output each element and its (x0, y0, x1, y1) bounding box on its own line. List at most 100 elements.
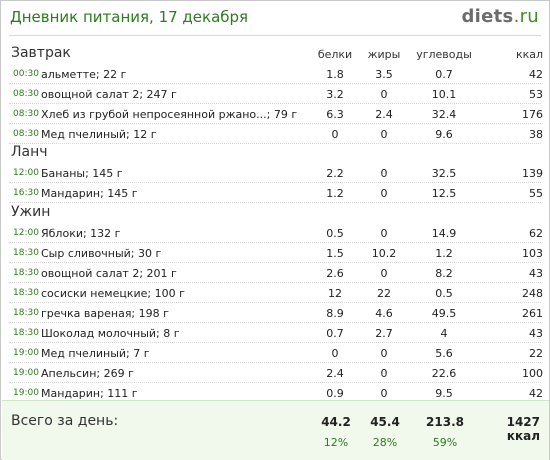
value-fat: 10.2 (371, 247, 397, 260)
value-kcal: 42 (529, 68, 543, 81)
value-kcal: 248 (522, 287, 543, 300)
section-title: Ланч (11, 144, 48, 160)
meal-time: 08:30 (13, 89, 39, 99)
logo-tld: .ru (513, 6, 539, 27)
food-name[interactable]: Мандарин; 145 г (41, 187, 138, 200)
food-name[interactable]: Мандарин; 111 г (41, 387, 138, 400)
food-row[interactable]: 19:00 Мед пчелиный; 7 г 0 0 5.6 22 (9, 344, 543, 363)
value-kcal: 139 (522, 167, 543, 180)
food-row[interactable]: 18:30 сосиски немецкие; 100 г 12 22 0.5 248 (9, 284, 543, 303)
value-carbs: 9.5 (435, 387, 453, 400)
food-row[interactable]: 00:30 альметте; 22 г 1.8 3.5 0.7 42 (9, 65, 543, 84)
section-title: Завтрак (11, 45, 71, 61)
food-name[interactable]: Хлеб из грубой непросеянной ржано...; 79… (41, 108, 298, 121)
food-name[interactable]: овощной салат 2; 247 г (41, 88, 177, 101)
value-fat: 22 (377, 287, 391, 300)
page-title: Дневник питания, 17 декабря (10, 8, 249, 26)
food-name[interactable]: Шоколад молочный; 8 г (41, 327, 180, 340)
food-name[interactable]: альметте; 22 г (41, 68, 127, 81)
value-fat: 0 (380, 267, 388, 280)
value-protein: 8.9 (326, 307, 344, 320)
value-protein: 1.2 (326, 187, 344, 200)
fat-percent: 28% (372, 436, 398, 449)
food-name[interactable]: овощной салат 2; 201 г (41, 267, 177, 280)
value-fat: 2.4 (375, 108, 393, 121)
col-protein: белки (317, 48, 353, 61)
site-logo[interactable]: diets.ru (461, 6, 539, 27)
value-fat: 0 (380, 347, 388, 360)
value-kcal: 53 (529, 88, 543, 101)
value-kcal: 62 (529, 227, 543, 240)
value-carbs: 14.9 (431, 227, 457, 240)
value-carbs: 32.5 (431, 167, 457, 180)
col-kcal: ккал (515, 48, 543, 61)
food-name[interactable]: гречка вареная; 198 г (41, 307, 169, 320)
food-row[interactable]: 12:00 Яблоки; 132 г 0.5 0 14.9 62 (9, 224, 543, 243)
food-row[interactable]: 08:30 Мед пчелиный; 12 г 0 0 9.6 38 (9, 125, 543, 144)
food-row[interactable]: 19:00 Апельсин; 269 г 2.4 0 22.6 100 (9, 364, 543, 383)
value-protein: 0.5 (326, 227, 344, 240)
value-protein: 2.6 (326, 267, 344, 280)
value-protein: 3.2 (326, 88, 344, 101)
value-kcal: 261 (522, 307, 543, 320)
value-protein: 2.4 (326, 367, 344, 380)
value-protein: 0 (331, 347, 339, 360)
value-protein: 2.2 (326, 167, 344, 180)
total-kcal: 1427 ккал (506, 415, 540, 443)
value-carbs: 10.1 (431, 88, 457, 101)
protein-percent: 12% (323, 436, 349, 449)
food-name[interactable]: Мед пчелиный; 7 г (41, 347, 150, 360)
value-fat: 0 (380, 187, 388, 200)
food-name[interactable]: Яблоки; 132 г (41, 227, 121, 240)
value-fat: 0 (380, 167, 388, 180)
logo-main: diets (461, 6, 514, 27)
total-fat: 45.4 (370, 415, 400, 429)
food-row[interactable]: 16:30 Мандарин; 145 г 1.2 0 12.5 55 (9, 184, 543, 203)
food-name[interactable]: Бананы; 145 г (41, 167, 123, 180)
meal-time: 12:00 (13, 228, 39, 238)
col-fat: жиры (367, 48, 401, 61)
value-fat: 0 (380, 88, 388, 101)
meal-time: 19:00 (13, 388, 39, 398)
value-kcal: 22 (529, 347, 543, 360)
value-protein: 12 (328, 287, 342, 300)
food-row[interactable]: 18:30 Сыр сливочный; 30 г 1.5 10.2 1.2 103 (9, 244, 543, 263)
value-protein: 0 (331, 128, 339, 141)
meal-time: 08:30 (13, 109, 39, 119)
value-protein: 1.5 (326, 247, 344, 260)
food-name[interactable]: Апельсин; 269 г (41, 367, 134, 380)
value-carbs: 12.5 (431, 187, 457, 200)
meal-time: 19:00 (13, 368, 39, 378)
daily-total: Всего за день: 44.2 45.4 213.8 1427 ккал… (2, 400, 549, 460)
food-row[interactable]: 08:30 Хлеб из грубой непросеянной ржано..… (9, 105, 543, 124)
value-carbs: 1.2 (435, 247, 453, 260)
value-kcal: 38 (529, 128, 543, 141)
food-row[interactable]: 18:30 Шоколад молочный; 8 г 0.7 2.7 4 43 (9, 324, 543, 343)
value-kcal: 55 (529, 187, 543, 200)
meal-time: 19:00 (13, 348, 39, 358)
value-carbs: 4 (440, 327, 448, 340)
food-row[interactable]: 08:30 овощной салат 2; 247 г 3.2 0 10.1 53 (9, 85, 543, 104)
section-title: Ужин (11, 204, 51, 220)
value-carbs: 9.6 (435, 128, 453, 141)
header: Дневник питания, 17 декабря diets.ru (1, 1, 549, 33)
value-protein: 1.8 (326, 68, 344, 81)
value-protein: 0.7 (326, 327, 344, 340)
food-row[interactable]: 12:00 Бананы; 145 г 2.2 0 32.5 139 (9, 164, 543, 183)
meal-time: 18:30 (13, 288, 39, 298)
meal-time: 08:30 (13, 129, 39, 139)
food-name[interactable]: сосиски немецкие; 100 г (41, 287, 185, 300)
food-name[interactable]: Сыр сливочный; 30 г (41, 247, 162, 260)
meal-time: 18:30 (13, 328, 39, 338)
meal-time: 16:30 (13, 188, 39, 198)
value-fat: 0 (380, 367, 388, 380)
food-row[interactable]: 18:30 гречка вареная; 198 г 8.9 4.6 49.5 261 (9, 304, 543, 323)
value-fat: 2.7 (375, 327, 393, 340)
food-row[interactable]: 18:30 овощной салат 2; 201 г 2.6 0 8.2 43 (9, 264, 543, 283)
total-label: Всего за день: (11, 413, 119, 429)
value-carbs: 49.5 (431, 307, 457, 320)
carbs-percent: 59% (432, 436, 458, 449)
food-name[interactable]: Мед пчелиный; 12 г (41, 128, 157, 141)
value-carbs: 0.5 (435, 287, 453, 300)
